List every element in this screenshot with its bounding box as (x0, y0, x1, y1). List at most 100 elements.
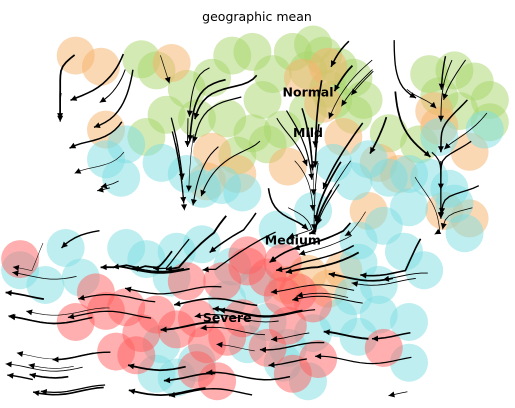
cell-dot-normal (369, 114, 408, 153)
velocity-streamline (270, 284, 355, 293)
velocity-streamline (285, 110, 313, 180)
cluster-label-mild: Mild (293, 125, 323, 140)
velocity-streamline (12, 271, 77, 280)
velocity-streamline (275, 244, 355, 272)
streamline-arrowhead (185, 185, 192, 192)
cell-dot-severe (198, 362, 237, 401)
streamline-arrowhead (293, 244, 301, 251)
streamline-arrowhead (174, 300, 181, 307)
streamline-arrowhead (341, 99, 348, 107)
streamline-arrowhead (328, 112, 334, 119)
velocity-streamline (293, 237, 330, 250)
velocity-streamlines (5, 40, 488, 398)
streamline-arrowhead (312, 161, 319, 168)
velocity-streamline (160, 321, 219, 331)
streamline-arrowhead (33, 390, 40, 397)
velocity-streamline (371, 331, 411, 340)
velocity-streamline (163, 372, 216, 382)
cell-dot-normal (243, 81, 282, 119)
streamline-arrowhead (12, 265, 20, 271)
streamline-arrowhead (67, 313, 75, 320)
velocity-streamline (5, 363, 83, 372)
streamline-arrowhead (180, 196, 187, 204)
velocity-streamline (74, 151, 125, 174)
velocity-streamline (341, 69, 373, 107)
cell-dot-mild (283, 58, 322, 97)
velocity-streamline (40, 384, 106, 394)
velocity-streamline (394, 91, 431, 158)
streamline-arrowhead (61, 241, 68, 248)
velocity-streamline (29, 373, 69, 379)
cell-dots (1, 25, 509, 401)
velocity-streamline (351, 277, 416, 286)
velocity-streamline (171, 131, 185, 204)
cluster-label-normal: Normal (283, 84, 334, 99)
streamline-arrowhead (439, 207, 446, 215)
streamline-arrowhead (308, 173, 315, 180)
streamline-arrowhead (184, 141, 191, 147)
velocity-streamline (301, 108, 314, 171)
cell-dot-normal (208, 99, 247, 138)
velocity-streamline (328, 273, 394, 282)
velocity-streamline (165, 215, 227, 271)
velocity-streamline (69, 121, 123, 149)
streamline-arrowhead (165, 265, 173, 272)
cell-dot-severe (294, 284, 333, 323)
cell-dot-mild (193, 132, 232, 171)
velocity-streamline (188, 134, 195, 192)
streamline-arrowhead (16, 351, 24, 357)
velocity-streamline (276, 117, 308, 167)
velocity-streamline (52, 351, 111, 361)
streamline-arrowhead (209, 246, 217, 253)
streamline-arrowhead (429, 101, 437, 109)
cluster-label-severe: Severe (203, 310, 252, 325)
velocity-streamline (28, 364, 74, 369)
velocity-streamline (78, 293, 156, 303)
velocity-streamline (308, 189, 333, 235)
streamline-arrowhead (316, 217, 323, 225)
velocity-streamline (328, 59, 373, 119)
velocity-streamline (188, 67, 210, 117)
streamline-arrowhead (444, 142, 451, 150)
cell-dot-mild (81, 47, 120, 86)
cell-dot-severe (56, 303, 95, 341)
streamline-arrowhead (26, 309, 33, 316)
velocity-streamline (443, 112, 488, 150)
velocity-streamline (170, 117, 184, 180)
velocity-streamline (287, 207, 313, 239)
streamline-arrowhead (360, 272, 367, 279)
velocity-streamline (193, 96, 242, 143)
velocity-streamline (316, 184, 340, 225)
streamline-arrowhead (268, 361, 275, 368)
velocity-streamline (212, 307, 303, 317)
streamline-arrowhead (70, 95, 78, 101)
streamline-arrowhead (186, 110, 193, 117)
velocity-streamline (344, 211, 366, 236)
velocity-streamline (70, 53, 125, 102)
streamline-arrowhead (285, 268, 293, 275)
streamline-arrowhead (69, 142, 77, 149)
velocity-streamline (200, 140, 261, 197)
velocity-streamline (194, 314, 279, 323)
streamline-arrowhead (200, 189, 207, 197)
streamline-arrowhead (288, 232, 295, 239)
velocity-streamline (168, 388, 253, 397)
streamline-arrowhead (191, 199, 197, 206)
velocity-streamline (209, 212, 257, 254)
velocity-streamline (124, 285, 222, 295)
velocity-streamline (315, 355, 412, 365)
streamline-arrowhead (276, 266, 283, 273)
streamline-arrowhead (74, 168, 82, 174)
streamline-arrowhead (194, 312, 202, 319)
velocity-streamline (216, 343, 255, 352)
streamline-arrowhead (438, 115, 444, 122)
streamline-arrowhead (28, 363, 35, 369)
velocity-streamline (174, 297, 258, 307)
velocity-streamline (5, 291, 45, 300)
streamline-arrowhead (334, 84, 340, 92)
streamline-arrowhead (434, 228, 442, 235)
velocity-streamline (296, 292, 349, 298)
streamline-arrowhead (438, 83, 445, 90)
streamline-arrowhead (312, 141, 319, 148)
velocity-streamline (59, 54, 76, 120)
